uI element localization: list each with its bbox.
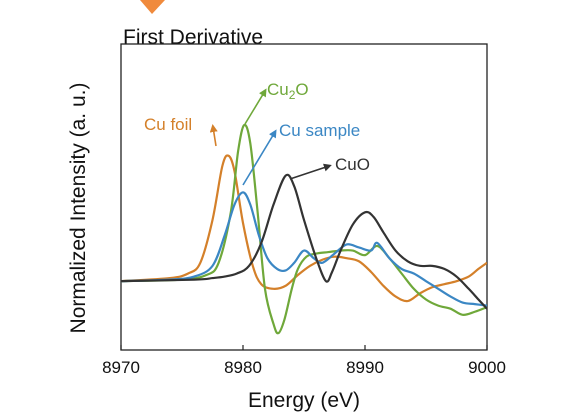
plot-frame (120, 43, 488, 351)
annotation-arrow-cuo (289, 163, 332, 180)
series-layer (121, 123, 487, 335)
x-tick-label: 8990 (346, 358, 384, 377)
series-line-cu2o (121, 123, 487, 335)
y-axis-label: Normalized Intensity (a. u.) (67, 83, 90, 334)
x-tick-label: 8970 (102, 358, 140, 377)
series-line-cuo (121, 173, 487, 310)
annotation-arrow-cu-foil (209, 124, 218, 147)
chart-title: First Derivative (123, 26, 263, 49)
x-tick-label: 8980 (224, 358, 262, 377)
series-annotations: Cu foil Cu2O Cu sample CuO (144, 80, 370, 186)
x-axis-ticks: 8970 8980 8990 9000 (102, 345, 506, 377)
x-axis-label: Energy (eV) (248, 389, 360, 412)
x-tick-label: 9000 (468, 358, 506, 377)
decorative-orange-marker (140, 0, 165, 14)
series-line-cu-foil (121, 154, 487, 303)
series-label-cu-foil: Cu foil (144, 115, 192, 134)
series-label-cu2o: Cu2O (267, 80, 309, 102)
annotation-arrow-cu-sample (242, 129, 277, 186)
annotation-arrow-cu2o (244, 88, 267, 125)
series-label-cu-sample: Cu sample (279, 121, 360, 140)
series-label-cuo: CuO (335, 155, 370, 174)
series-line-cu-sample (121, 191, 487, 307)
